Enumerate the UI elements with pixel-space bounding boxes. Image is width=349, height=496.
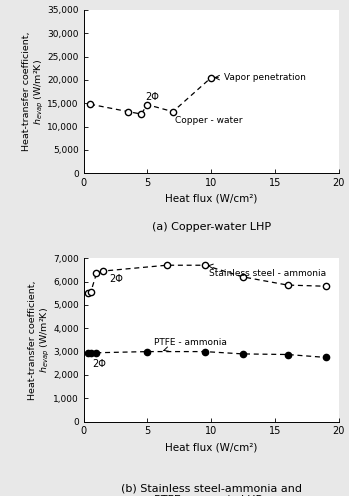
Text: 2Φ: 2Φ [145, 92, 159, 102]
X-axis label: Heat flux (W/cm²): Heat flux (W/cm²) [165, 442, 257, 452]
X-axis label: Heat flux (W/cm²): Heat flux (W/cm²) [165, 194, 257, 204]
Text: (a) Copper-water LHP: (a) Copper-water LHP [151, 222, 271, 232]
Y-axis label: Heat-transfer coefficient,
$h_{evap}$ (W/m²K): Heat-transfer coefficient, $h_{evap}$ (W… [22, 32, 46, 151]
Y-axis label: Heat-transfer coefficient,
$h_{evap}$ (W/m²K): Heat-transfer coefficient, $h_{evap}$ (W… [28, 280, 52, 400]
Text: (b) Stainless steel-ammonia and
PTFE-ammonia LHPs: (b) Stainless steel-ammonia and PTFE-amm… [121, 484, 302, 496]
Text: 2Φ: 2Φ [109, 274, 123, 284]
Text: PTFE - ammonia: PTFE - ammonia [154, 338, 227, 351]
Text: Vapor penetration: Vapor penetration [215, 73, 306, 82]
Text: 2Φ: 2Φ [93, 360, 106, 370]
Text: Copper - water: Copper - water [176, 117, 243, 125]
Text: Stainless steel - ammonia: Stainless steel - ammonia [208, 264, 326, 278]
